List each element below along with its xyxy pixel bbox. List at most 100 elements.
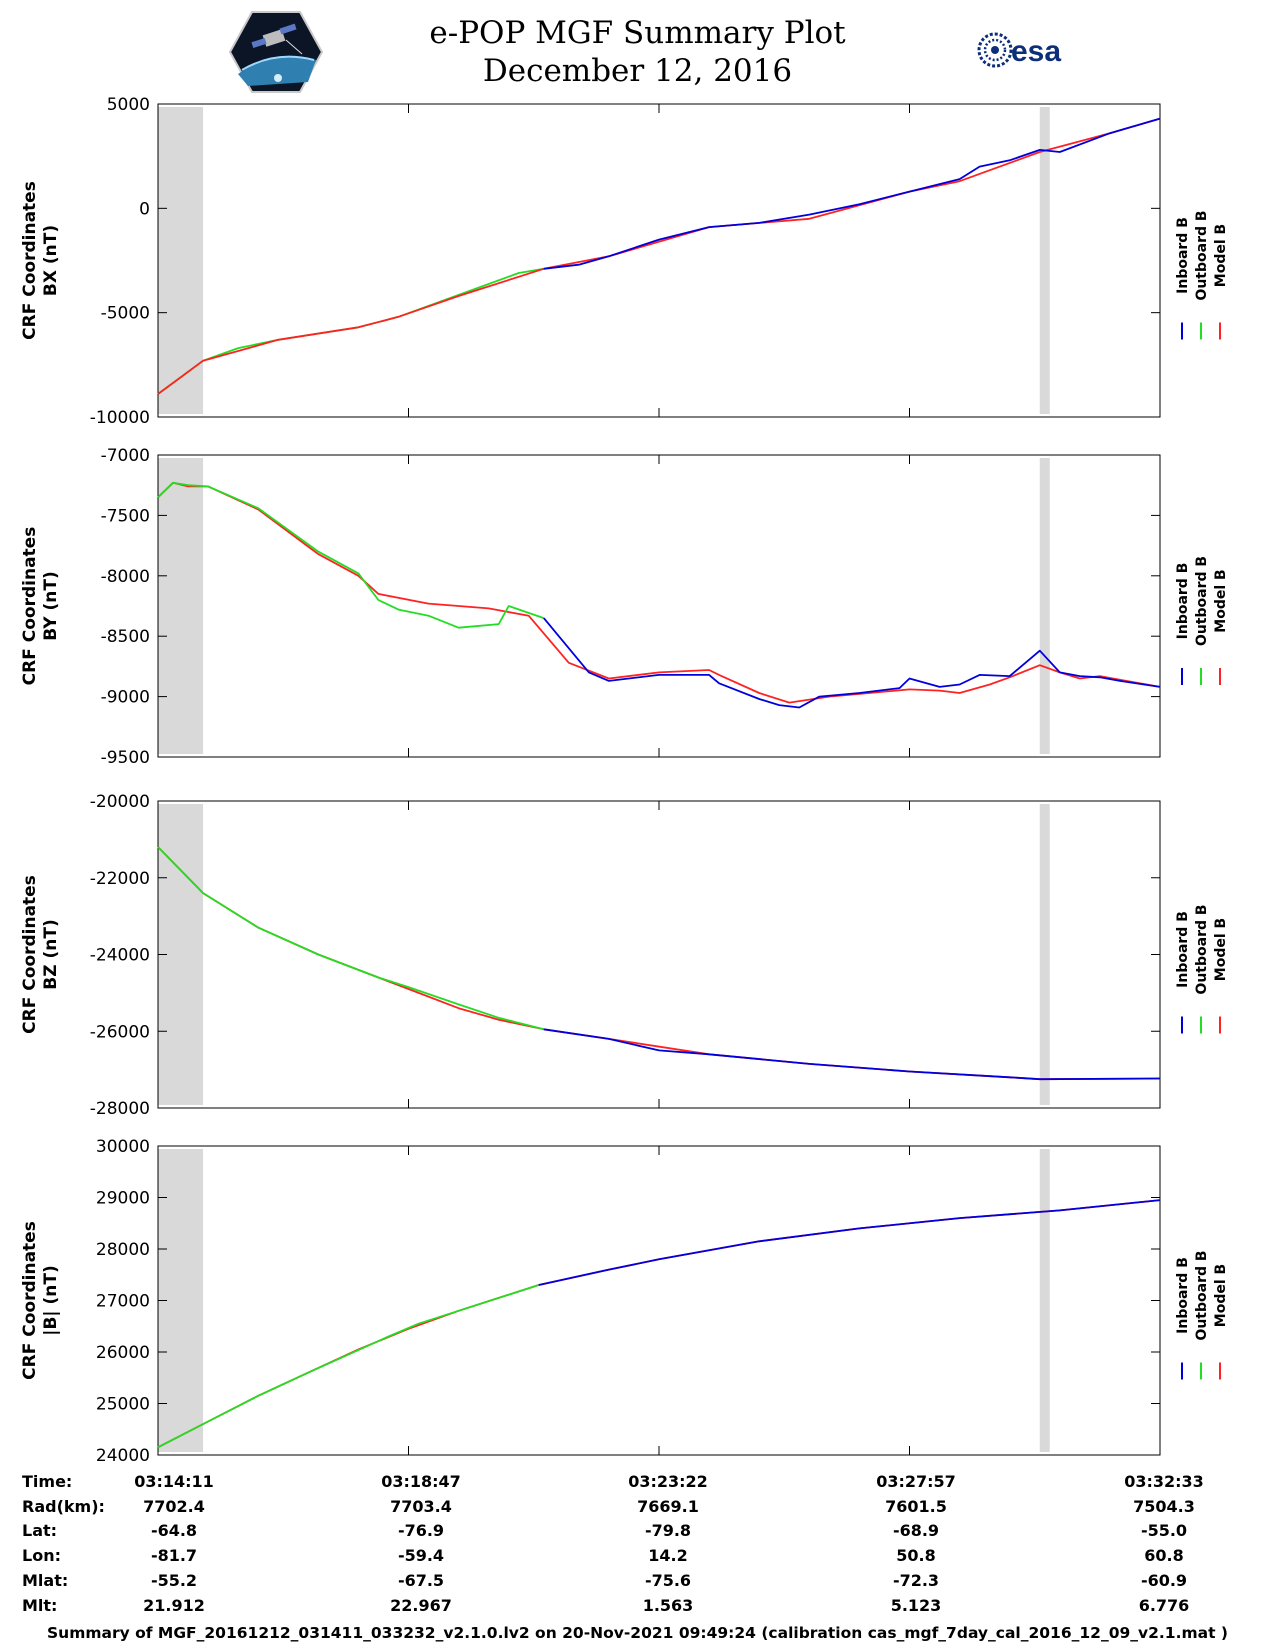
orbit-info-value: 14.2 — [648, 1546, 688, 1565]
orbit-info-value: 03:27:57 — [876, 1472, 956, 1491]
y-tick-label: 30000 — [96, 1137, 150, 1157]
legend-label-inboard: Inboard B — [1175, 1257, 1191, 1334]
y-axis-label: CRF Coordinates|B| (nT) — [20, 1221, 61, 1380]
y-tick-label: -9500 — [101, 748, 150, 768]
panel-b-magnitude: 24000 25000 26000 27000 28000 29000 30000 CRF C… — [20, 1137, 1229, 1466]
y-axis-label-line-2: BY (nT) — [41, 571, 61, 641]
y-tick-label: -20000 — [90, 792, 150, 812]
shaded-region-1 — [1039, 107, 1050, 414]
orbit-info-value: -75.6 — [644, 1571, 692, 1590]
orbit-info-label: Lat: — [22, 1521, 58, 1540]
y-tick-label: -22000 — [90, 869, 150, 889]
esa-logo-icon: esa — [977, 32, 1061, 68]
y-tick-label: 26000 — [96, 1343, 150, 1363]
legend-label-outboard: Outboard B — [1194, 210, 1210, 300]
orbit-info-label: Rad(km): — [22, 1497, 105, 1516]
legend-label-inboard: Inboard B — [1175, 563, 1191, 640]
series-line-inboard — [538, 1199, 1161, 1286]
orbit-info-label: Mlat: — [22, 1571, 69, 1590]
y-axis-label: CRF CoordinatesBZ (nT) — [20, 875, 61, 1034]
y-tick-label: 28000 — [96, 1240, 150, 1260]
orbit-info-value: 7601.5 — [885, 1497, 947, 1516]
orbit-info-value: 7703.4 — [390, 1497, 452, 1516]
shaded-region-0 — [158, 458, 204, 754]
orbit-info-label: Mlt: — [22, 1596, 58, 1615]
orbit-info-value: 6.776 — [1138, 1596, 1190, 1615]
plot-frame — [157, 800, 1161, 1109]
orbit-info-value: 60.8 — [1144, 1546, 1184, 1565]
orbit-info-label: Lon: — [22, 1546, 61, 1565]
y-tick-label: 5000 — [107, 95, 150, 115]
y-axis-label: CRF CoordinatesBY (nT) — [20, 527, 61, 686]
orbit-info-value: 50.8 — [896, 1546, 936, 1565]
legend: Inboard B Outboard B Model B — [1175, 904, 1229, 1034]
y-axis-label-line-1: CRF Coordinates — [20, 181, 40, 340]
title-line-1: e-POP MGF Summary Plot — [429, 15, 846, 51]
series-line-model — [157, 846, 1161, 1081]
series-line-model — [157, 1199, 1161, 1449]
series-line-model — [157, 481, 1161, 704]
cassiope-logo-icon — [228, 11, 324, 93]
y-tick-label: 29000 — [96, 1189, 150, 1209]
series-line-inboard — [543, 117, 1161, 270]
orbit-info-row: Lat: -64.8 -76.9 -79.8 -68.9 -55.0 — [0, 1521, 1275, 1545]
shaded-region-1 — [1039, 1149, 1050, 1452]
legend-label-outboard: Outboard B — [1194, 904, 1210, 994]
y-axis-label-line-1: CRF Coordinates — [20, 875, 40, 1034]
chart-title: e-POP MGF Summary Plot December 12, 2016 — [0, 14, 1275, 90]
title-line-2: December 12, 2016 — [482, 53, 793, 89]
y-tick-label: 0 — [139, 199, 150, 219]
orbit-info-value: -72.3 — [892, 1571, 940, 1590]
orbit-info-value: 22.967 — [390, 1596, 452, 1615]
shaded-region-1 — [1039, 804, 1050, 1105]
orbit-info-value: 7702.4 — [143, 1497, 205, 1516]
y-tick-label: -28000 — [90, 1099, 150, 1119]
legend-label-inboard: Inboard B — [1175, 911, 1191, 988]
y-tick-label: -9000 — [101, 688, 150, 708]
y-axis-label-line-1: CRF Coordinates — [20, 527, 40, 686]
y-tick-label: -5000 — [101, 304, 150, 324]
orbit-info-value: 03:23:22 — [628, 1472, 708, 1491]
legend-label-outboard: Outboard B — [1194, 1250, 1210, 1340]
legend: Inboard B Outboard B Model B — [1175, 556, 1229, 685]
orbit-info-value: 03:18:47 — [381, 1472, 461, 1491]
legend-label-inboard: Inboard B — [1175, 217, 1191, 294]
series-line-inboard — [543, 617, 1161, 709]
orbit-info-value: -76.9 — [397, 1521, 445, 1540]
orbit-info-value: 21.912 — [143, 1596, 205, 1615]
series-line-outboard — [157, 846, 545, 1031]
orbit-info-value: -59.4 — [397, 1546, 445, 1565]
orbit-info-row: Time: 03:14:11 03:18:47 03:23:22 03:27:57 03:… — [0, 1472, 1275, 1496]
plot-frame — [157, 1145, 1161, 1456]
y-tick-label: -7000 — [101, 446, 150, 466]
y-axis-label: CRF CoordinatesBX (nT) — [20, 181, 61, 340]
orbit-info-value: 7669.1 — [637, 1497, 699, 1516]
orbit-info-value: -67.5 — [397, 1571, 445, 1590]
plot-frame — [157, 103, 1161, 418]
orbit-info-value: -64.8 — [150, 1521, 198, 1540]
orbit-info-value: 1.563 — [642, 1596, 694, 1615]
legend: Inboard B Outboard B Model B — [1175, 1250, 1229, 1380]
legend: Inboard B Outboard B Model B — [1175, 210, 1229, 340]
orbit-info-value: -55.2 — [150, 1571, 198, 1590]
series-line-outboard — [157, 481, 545, 629]
y-axis-label-line-2: BZ (nT) — [41, 919, 61, 989]
orbit-info-label: Time: — [22, 1472, 73, 1491]
orbit-info-row: Mlt: 21.912 22.967 1.563 5.123 6.776 — [0, 1596, 1275, 1620]
orbit-info-value: -60.9 — [1140, 1571, 1188, 1590]
orbit-info-row: Rad(km): 7702.4 7703.4 7669.1 7601.5 7504.3 — [0, 1497, 1275, 1521]
legend-label-model: Model B — [1213, 224, 1229, 287]
y-tick-label: -7500 — [101, 506, 150, 526]
shaded-region-0 — [158, 107, 204, 414]
esa-logo-text: esa — [1011, 35, 1061, 68]
orbit-info-value: 03:14:11 — [134, 1472, 214, 1491]
y-tick-label: -8000 — [101, 567, 150, 587]
y-axis-label-line-2: BX (nT) — [41, 225, 61, 296]
legend-label-model: Model B — [1213, 1264, 1229, 1327]
orbit-info-value: 5.123 — [890, 1596, 942, 1615]
panel-bz: -28000 -26000 -24000 -22000 -20000 CRF Coordi… — [20, 792, 1229, 1119]
series-line-inboard — [543, 1028, 1161, 1081]
y-tick-label: 25000 — [96, 1395, 150, 1415]
legend-label-model: Model B — [1213, 569, 1229, 632]
panel-by: -9500 -9000 -8500 -8000 -7500 -7000 CRF Coordi… — [20, 446, 1229, 768]
